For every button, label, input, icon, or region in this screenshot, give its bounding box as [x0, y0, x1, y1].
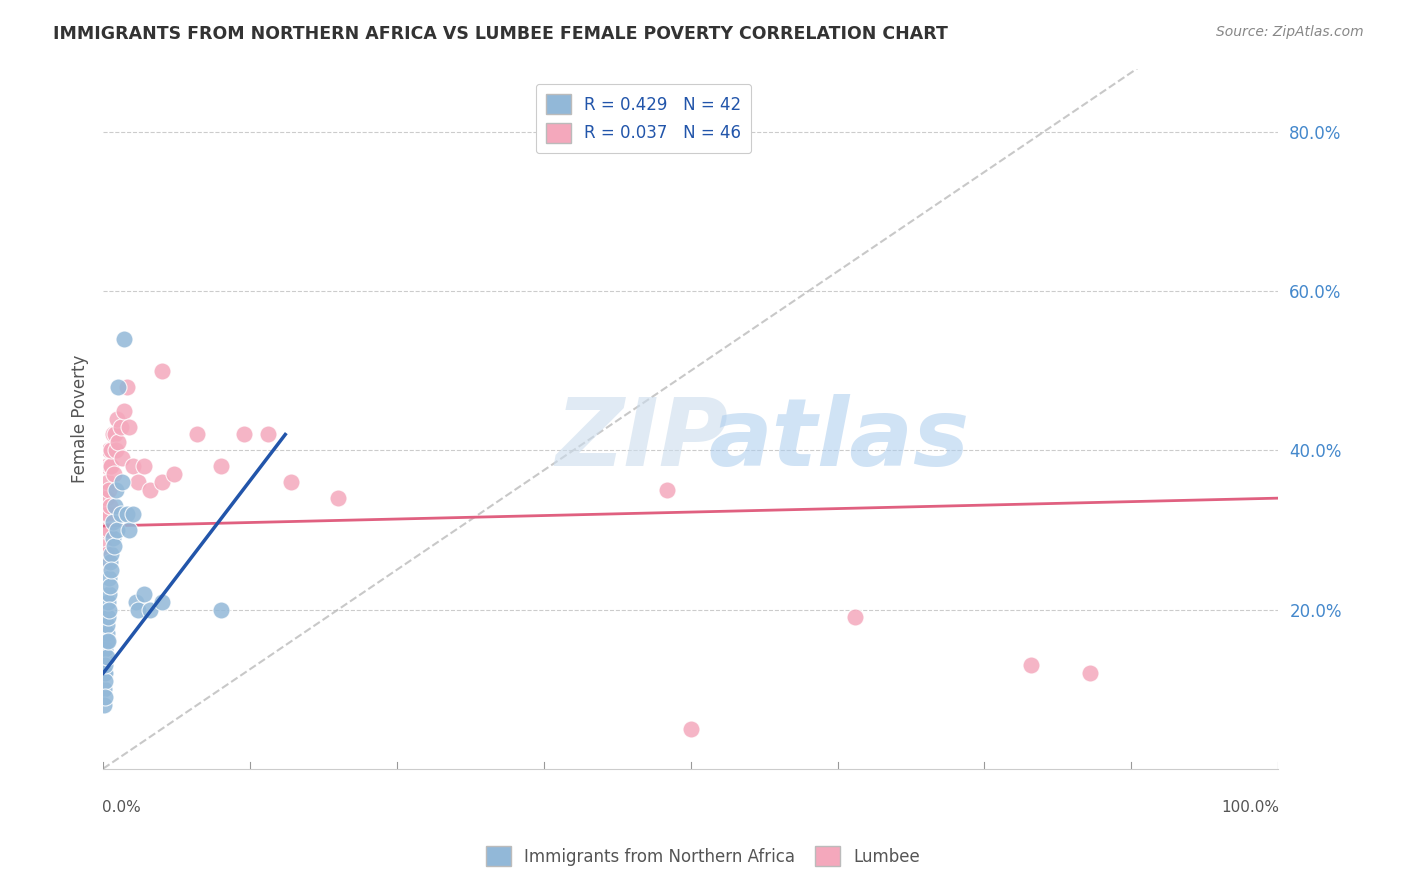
Point — [98, 555, 121, 569]
Point — [94, 666, 117, 681]
Point — [104, 427, 127, 442]
Point — [93, 507, 115, 521]
Point — [112, 332, 135, 346]
Point — [96, 650, 118, 665]
Text: ZIP: ZIP — [555, 393, 728, 485]
Point — [94, 674, 117, 689]
Point — [98, 602, 121, 616]
Point — [280, 475, 302, 490]
Point — [110, 419, 132, 434]
Point — [1078, 666, 1101, 681]
Point — [844, 610, 866, 624]
Point — [96, 618, 118, 632]
Point — [93, 698, 115, 712]
Point — [127, 475, 149, 490]
Text: 0.0%: 0.0% — [103, 800, 141, 815]
Point — [118, 419, 141, 434]
Point — [100, 459, 122, 474]
Point — [96, 547, 118, 561]
Point — [111, 475, 134, 490]
Point — [98, 459, 121, 474]
Point — [98, 586, 121, 600]
Y-axis label: Female Poverty: Female Poverty — [72, 354, 89, 483]
Point — [111, 451, 134, 466]
Point — [94, 642, 117, 657]
Point — [98, 571, 121, 585]
Point — [150, 364, 173, 378]
Point — [96, 634, 118, 648]
Point — [101, 515, 124, 529]
Point — [97, 475, 120, 490]
Point — [256, 427, 278, 442]
Point — [186, 427, 208, 442]
Point — [98, 483, 121, 498]
Point — [98, 499, 121, 513]
Point — [139, 602, 162, 616]
Point — [326, 491, 349, 505]
Point — [112, 403, 135, 417]
Point — [103, 539, 125, 553]
Legend: Immigrants from Northern Africa, Lumbee: Immigrants from Northern Africa, Lumbee — [479, 839, 927, 873]
Point — [94, 523, 117, 537]
Point — [107, 380, 129, 394]
Point — [105, 483, 128, 498]
Legend: R = 0.429   N = 42, R = 0.037   N = 46: R = 0.429 N = 42, R = 0.037 N = 46 — [536, 84, 751, 153]
Point — [104, 499, 127, 513]
Point — [209, 602, 232, 616]
Point — [100, 443, 122, 458]
Point — [679, 722, 702, 736]
Point — [105, 411, 128, 425]
Point — [97, 634, 120, 648]
Point — [93, 539, 115, 553]
Point — [94, 690, 117, 704]
Text: Source: ZipAtlas.com: Source: ZipAtlas.com — [1216, 25, 1364, 39]
Point — [94, 483, 117, 498]
Point — [93, 650, 115, 665]
Point — [134, 459, 156, 474]
Point — [139, 483, 162, 498]
Point — [209, 459, 232, 474]
Point — [100, 547, 122, 561]
Point — [110, 507, 132, 521]
Point — [162, 467, 184, 482]
Point — [100, 563, 122, 577]
Point — [125, 594, 148, 608]
Point — [105, 443, 128, 458]
Point — [97, 594, 120, 608]
Point — [150, 475, 173, 490]
Point — [98, 579, 121, 593]
Point — [96, 459, 118, 474]
Point — [97, 507, 120, 521]
Point — [121, 507, 143, 521]
Point — [150, 594, 173, 608]
Point — [93, 682, 115, 697]
Text: atlas: atlas — [709, 393, 970, 485]
Point — [233, 427, 256, 442]
Point — [107, 435, 129, 450]
Point — [101, 427, 124, 442]
Point — [115, 507, 138, 521]
Point — [1021, 658, 1043, 673]
Point — [121, 459, 143, 474]
Point — [96, 491, 118, 505]
Point — [94, 658, 117, 673]
Point — [657, 483, 679, 498]
Point — [103, 467, 125, 482]
Point — [98, 523, 121, 537]
Point — [93, 666, 115, 681]
Point — [118, 523, 141, 537]
Text: 100.0%: 100.0% — [1222, 800, 1279, 815]
Point — [94, 555, 117, 569]
Point — [98, 443, 121, 458]
Text: IMMIGRANTS FROM NORTHERN AFRICA VS LUMBEE FEMALE POVERTY CORRELATION CHART: IMMIGRANTS FROM NORTHERN AFRICA VS LUMBE… — [53, 25, 948, 43]
Point — [96, 626, 118, 640]
Point — [115, 380, 138, 394]
Point — [105, 523, 128, 537]
Point — [97, 610, 120, 624]
Point — [101, 531, 124, 545]
Point — [134, 586, 156, 600]
Point — [127, 602, 149, 616]
